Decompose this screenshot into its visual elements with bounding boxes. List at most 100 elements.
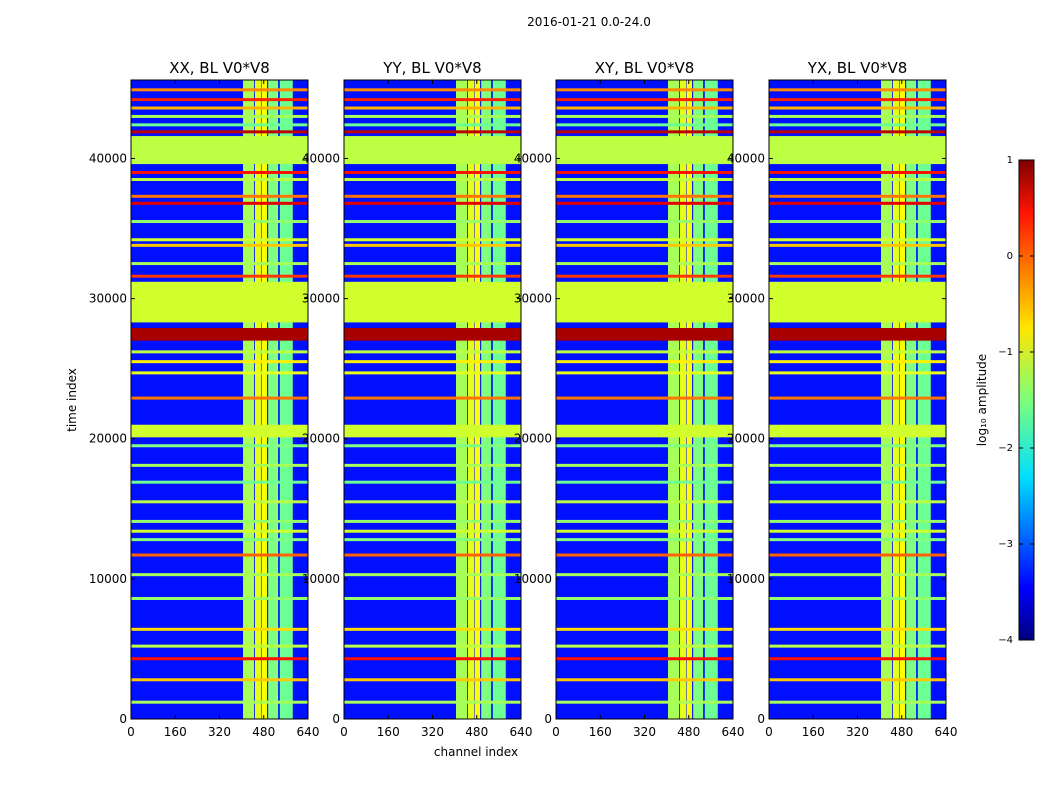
flagged-range-3 <box>556 328 733 341</box>
time-line-13 <box>131 262 308 266</box>
time-line-2 <box>131 106 308 110</box>
time-line-27 <box>769 573 946 577</box>
flagged-range-2 <box>131 424 308 438</box>
time-line-3 <box>344 114 521 118</box>
time-line-23 <box>131 519 308 523</box>
x-tick-label-1: 160 <box>802 725 825 739</box>
time-line-16 <box>131 360 308 364</box>
flagged-range-2 <box>344 424 521 438</box>
flagged-range-0 <box>769 136 946 165</box>
time-line-2 <box>769 106 946 110</box>
y-tick-label-3: 30000 <box>727 292 765 306</box>
time-line-11 <box>556 238 733 242</box>
x-tick-label-1: 160 <box>589 725 612 739</box>
colorbar-tick-label-5: −4 <box>998 635 1013 646</box>
time-line-6 <box>344 170 521 174</box>
time-line-11 <box>344 238 521 242</box>
flagged-range-0 <box>344 136 521 165</box>
time-line-24 <box>344 529 521 533</box>
time-line-30 <box>556 644 733 648</box>
time-line-7 <box>556 177 733 181</box>
time-line-19 <box>556 444 733 448</box>
time-line-27 <box>344 573 521 577</box>
time-line-28 <box>769 596 946 600</box>
figure-title: 2016-01-21 0.0-24.0 <box>527 15 651 29</box>
colorbar-tick-label-1: 0 <box>1007 251 1013 262</box>
flagged-range-1 <box>769 281 946 323</box>
time-line-12 <box>131 243 308 247</box>
time-line-5 <box>131 130 308 134</box>
time-line-22 <box>556 500 733 504</box>
x-tick-label-2: 320 <box>421 725 444 739</box>
y-tick-label-2: 20000 <box>302 432 340 446</box>
time-line-16 <box>556 360 733 364</box>
flagged-range-3 <box>344 328 521 341</box>
time-line-32 <box>344 678 521 682</box>
time-line-12 <box>344 243 521 247</box>
time-line-3 <box>769 114 946 118</box>
time-line-0 <box>769 88 946 92</box>
time-line-28 <box>344 596 521 600</box>
time-line-32 <box>556 678 733 682</box>
time-line-5 <box>556 130 733 134</box>
y-tick-label-3: 30000 <box>302 292 340 306</box>
time-line-13 <box>556 262 733 266</box>
time-line-32 <box>769 678 946 682</box>
time-line-3 <box>556 114 733 118</box>
x-tick-label-3: 480 <box>890 725 913 739</box>
panel-1: YY, BL V0*V8 0 160 320 480 640 0 10000 20000 3000… <box>302 59 533 739</box>
time-line-31 <box>769 657 946 661</box>
time-line-26 <box>344 553 521 557</box>
time-line-25 <box>769 538 946 542</box>
time-line-15 <box>131 350 308 354</box>
x-tick-label-1: 160 <box>377 725 400 739</box>
colorbar-tick-label-3: −2 <box>998 443 1013 454</box>
time-line-5 <box>344 130 521 134</box>
colorbar-tick-label-2: −1 <box>998 347 1013 358</box>
time-line-26 <box>131 553 308 557</box>
colorbar: 1 0 −1 −2 −3 −4 log₁₀ amplitude <box>975 155 1035 646</box>
time-line-15 <box>344 350 521 354</box>
time-line-14 <box>556 274 733 278</box>
time-line-31 <box>344 657 521 661</box>
time-line-7 <box>769 177 946 181</box>
y-tick-label-1: 10000 <box>89 572 127 586</box>
y-tick-label-2: 20000 <box>514 432 552 446</box>
y-tick-label-3: 30000 <box>89 292 127 306</box>
time-line-31 <box>556 657 733 661</box>
time-line-6 <box>556 170 733 174</box>
time-line-23 <box>769 519 946 523</box>
y-tick-label-2: 20000 <box>89 432 127 446</box>
time-line-4 <box>769 123 946 127</box>
time-line-6 <box>131 170 308 174</box>
time-line-13 <box>344 262 521 266</box>
time-line-8 <box>131 194 308 198</box>
flagged-range-1 <box>131 281 308 323</box>
time-line-9 <box>769 201 946 205</box>
time-line-0 <box>131 88 308 92</box>
time-line-21 <box>344 480 521 484</box>
y-tick-label-3: 30000 <box>514 292 552 306</box>
y-tick-label-2: 20000 <box>727 432 765 446</box>
time-line-1 <box>769 98 946 102</box>
time-line-20 <box>131 463 308 467</box>
y-tick-label-0: 0 <box>544 712 552 726</box>
x-tick-label-4: 640 <box>935 725 958 739</box>
panel-title: YY, BL V0*V8 <box>382 59 481 77</box>
time-line-21 <box>131 480 308 484</box>
time-line-18 <box>556 396 733 400</box>
time-line-9 <box>131 201 308 205</box>
time-line-32 <box>131 678 308 682</box>
time-line-33 <box>769 700 946 704</box>
time-line-33 <box>131 700 308 704</box>
time-line-8 <box>556 194 733 198</box>
time-line-2 <box>344 106 521 110</box>
x-tick-label-1: 160 <box>164 725 187 739</box>
time-line-19 <box>131 444 308 448</box>
y-tick-label-1: 10000 <box>514 572 552 586</box>
time-line-0 <box>556 88 733 92</box>
y-tick-label-1: 10000 <box>302 572 340 586</box>
time-line-4 <box>556 123 733 127</box>
time-line-26 <box>769 553 946 557</box>
x-tick-label-3: 480 <box>465 725 488 739</box>
